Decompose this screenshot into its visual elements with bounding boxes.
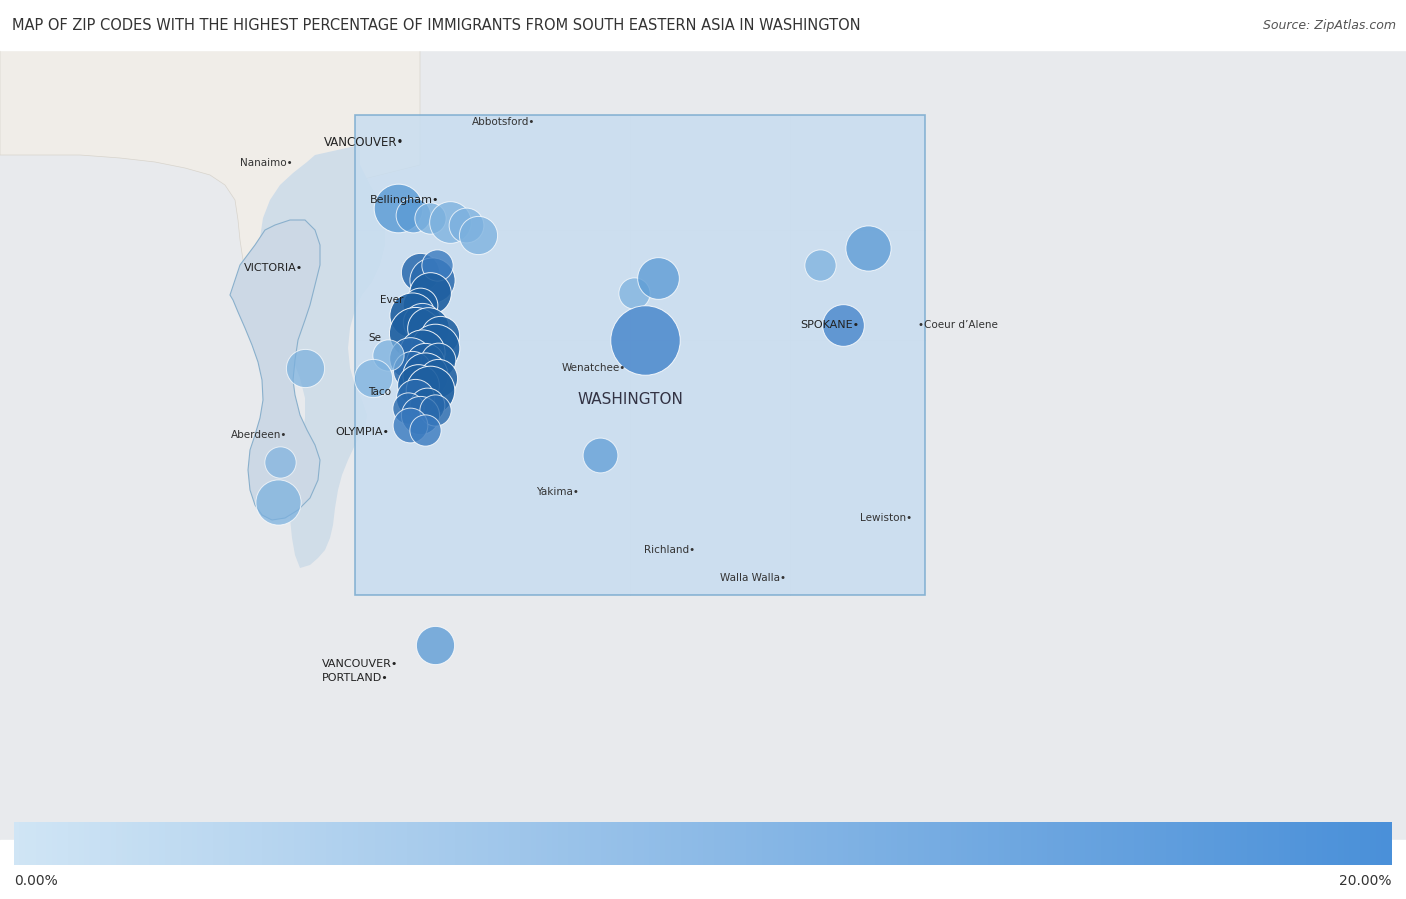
Bar xyxy=(354,115,925,595)
Text: Yakima•: Yakima• xyxy=(536,487,579,497)
Bar xyxy=(0,0,1406,50)
Text: 0.00%: 0.00% xyxy=(14,874,58,888)
Point xyxy=(423,341,446,355)
Point xyxy=(467,227,489,242)
Point xyxy=(409,408,432,423)
Text: VANCOUVER•: VANCOUVER• xyxy=(323,137,405,149)
Point xyxy=(426,258,449,272)
Polygon shape xyxy=(260,145,385,568)
Bar xyxy=(0,840,1406,899)
Point xyxy=(856,241,879,255)
Point xyxy=(589,448,612,462)
Point xyxy=(439,215,461,229)
Polygon shape xyxy=(0,50,420,298)
Text: Taco: Taco xyxy=(368,387,391,397)
Point xyxy=(454,218,477,232)
Point xyxy=(269,455,291,469)
Text: Walla Walla•: Walla Walla• xyxy=(720,573,786,583)
Point xyxy=(420,272,443,287)
Point xyxy=(267,494,290,509)
Point xyxy=(361,370,384,385)
Point xyxy=(404,325,426,340)
Point xyxy=(399,418,422,432)
Point xyxy=(427,352,450,367)
Text: SPOKANE•: SPOKANE• xyxy=(800,320,859,330)
Text: 20.00%: 20.00% xyxy=(1340,874,1392,888)
Text: Lewiston•: Lewiston• xyxy=(860,513,912,523)
Point xyxy=(396,401,419,415)
Point xyxy=(401,363,423,378)
Point xyxy=(808,258,831,272)
Text: VANCOUVER•: VANCOUVER• xyxy=(322,659,398,669)
Text: PORTLAND•: PORTLAND• xyxy=(322,673,388,683)
Point xyxy=(404,391,426,405)
Text: MAP OF ZIP CODES WITH THE HIGHEST PERCENTAGE OF IMMIGRANTS FROM SOUTH EASTERN AS: MAP OF ZIP CODES WITH THE HIGHEST PERCEN… xyxy=(13,17,860,32)
Point xyxy=(423,403,446,417)
Point xyxy=(399,351,422,365)
Point xyxy=(623,286,645,300)
Point xyxy=(387,200,409,215)
Point xyxy=(406,378,429,392)
Point xyxy=(409,298,432,312)
Point xyxy=(416,398,439,413)
Text: Nanaimo•: Nanaimo• xyxy=(240,158,292,168)
Text: Ever: Ever xyxy=(380,295,404,305)
Point xyxy=(411,345,433,360)
Text: Bellingham•: Bellingham• xyxy=(370,195,440,205)
Point xyxy=(419,286,441,300)
Point xyxy=(416,321,439,335)
Point xyxy=(419,210,441,225)
Point xyxy=(419,383,441,397)
Point xyxy=(402,208,425,222)
Text: Se: Se xyxy=(368,333,381,343)
Text: VICTORIA•: VICTORIA• xyxy=(245,263,304,273)
Text: Wenatchee•: Wenatchee• xyxy=(562,363,626,373)
Bar xyxy=(0,50,1406,840)
Point xyxy=(427,370,450,385)
Text: OLYMPIA•: OLYMPIA• xyxy=(335,427,389,437)
Point xyxy=(647,271,669,285)
Text: Source: ZipAtlas.com: Source: ZipAtlas.com xyxy=(1263,19,1396,31)
Point xyxy=(429,328,451,343)
Text: WASHINGTON: WASHINGTON xyxy=(576,393,683,407)
Polygon shape xyxy=(231,220,321,520)
Point xyxy=(413,368,436,382)
Point xyxy=(413,355,436,369)
Point xyxy=(401,307,423,322)
Point xyxy=(294,360,316,375)
Text: •Coeur d’Alene: •Coeur d’Alene xyxy=(918,320,998,330)
Text: Richland•: Richland• xyxy=(644,545,695,555)
Text: Abbotsford•: Abbotsford• xyxy=(472,117,536,127)
Text: Aberdeen•: Aberdeen• xyxy=(231,430,287,440)
Point xyxy=(832,318,855,333)
Point xyxy=(634,333,657,347)
Point xyxy=(413,423,436,437)
Point xyxy=(377,348,399,362)
Point xyxy=(409,265,432,280)
Point xyxy=(411,315,433,329)
Point xyxy=(423,637,446,652)
